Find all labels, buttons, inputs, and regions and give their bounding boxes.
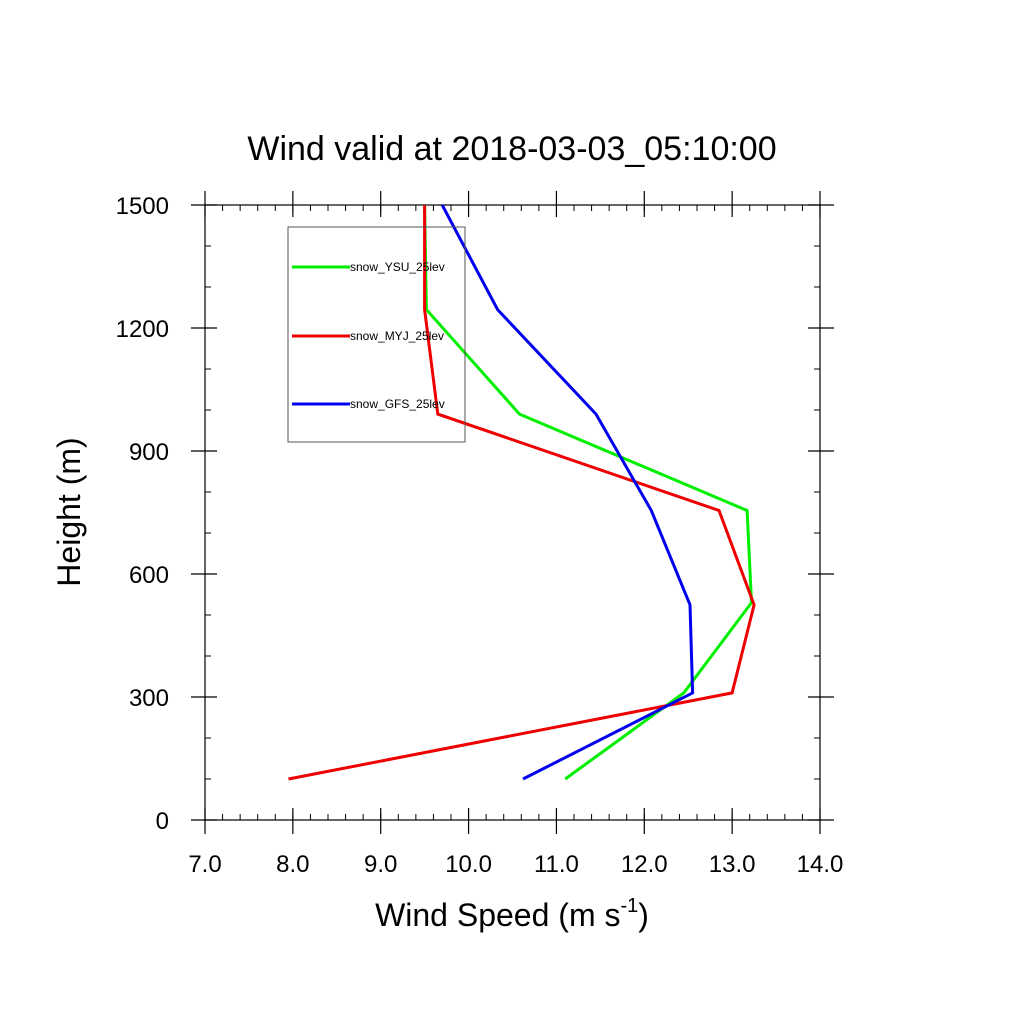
- y-tick-label: 0: [156, 808, 169, 835]
- y-tick-label: 1200: [116, 316, 169, 343]
- x-axis-label: Wind Speed (m s-1): [375, 895, 649, 933]
- legend-box: [287, 226, 466, 443]
- x-tick-label: 10.0: [445, 851, 492, 878]
- series-line-snow_YSU_25lev: [423, 204, 754, 781]
- y-axis-label: Height (m): [51, 437, 87, 586]
- y-tick-label: 900: [129, 439, 169, 466]
- x-tick-label: 12.0: [621, 851, 668, 878]
- plot-border: [204, 204, 821, 821]
- legend: snow_YSU_25lev snow_MYJ_25lev snow_GFS_25l…: [287, 226, 466, 443]
- x-tick-label: 13.0: [709, 851, 756, 878]
- x-tick-label: 11.0: [534, 851, 579, 878]
- x-tick-label: 8.0: [276, 851, 309, 878]
- y-tick-label: 300: [129, 685, 169, 712]
- x-tick-label: 7.0: [188, 851, 221, 878]
- legend-label: snow_YSU_25lev: [350, 260, 445, 274]
- legend-label: snow_MYJ_25lev: [350, 329, 444, 343]
- axis-ticks: 7.0 8.0 9.0 10.0 11.0 12.0 13.0 14.0 0 300 600 900 1…: [116, 191, 844, 878]
- legend-label: snow_GFS_25lev: [350, 397, 445, 411]
- series-line-snow_GFS_25lev: [440, 204, 695, 781]
- series-line-snow_MYJ_25lev: [288, 205, 756, 781]
- series-lines: [288, 204, 756, 781]
- y-tick-label: 600: [129, 562, 169, 589]
- y-tick-label: 1500: [116, 193, 169, 220]
- x-tick-label: 9.0: [364, 851, 397, 878]
- chart-title: Wind valid at 2018-03-03_05:10:00: [247, 130, 776, 168]
- x-tick-label: 14.0: [797, 851, 844, 878]
- plot-frame: [204, 204, 821, 821]
